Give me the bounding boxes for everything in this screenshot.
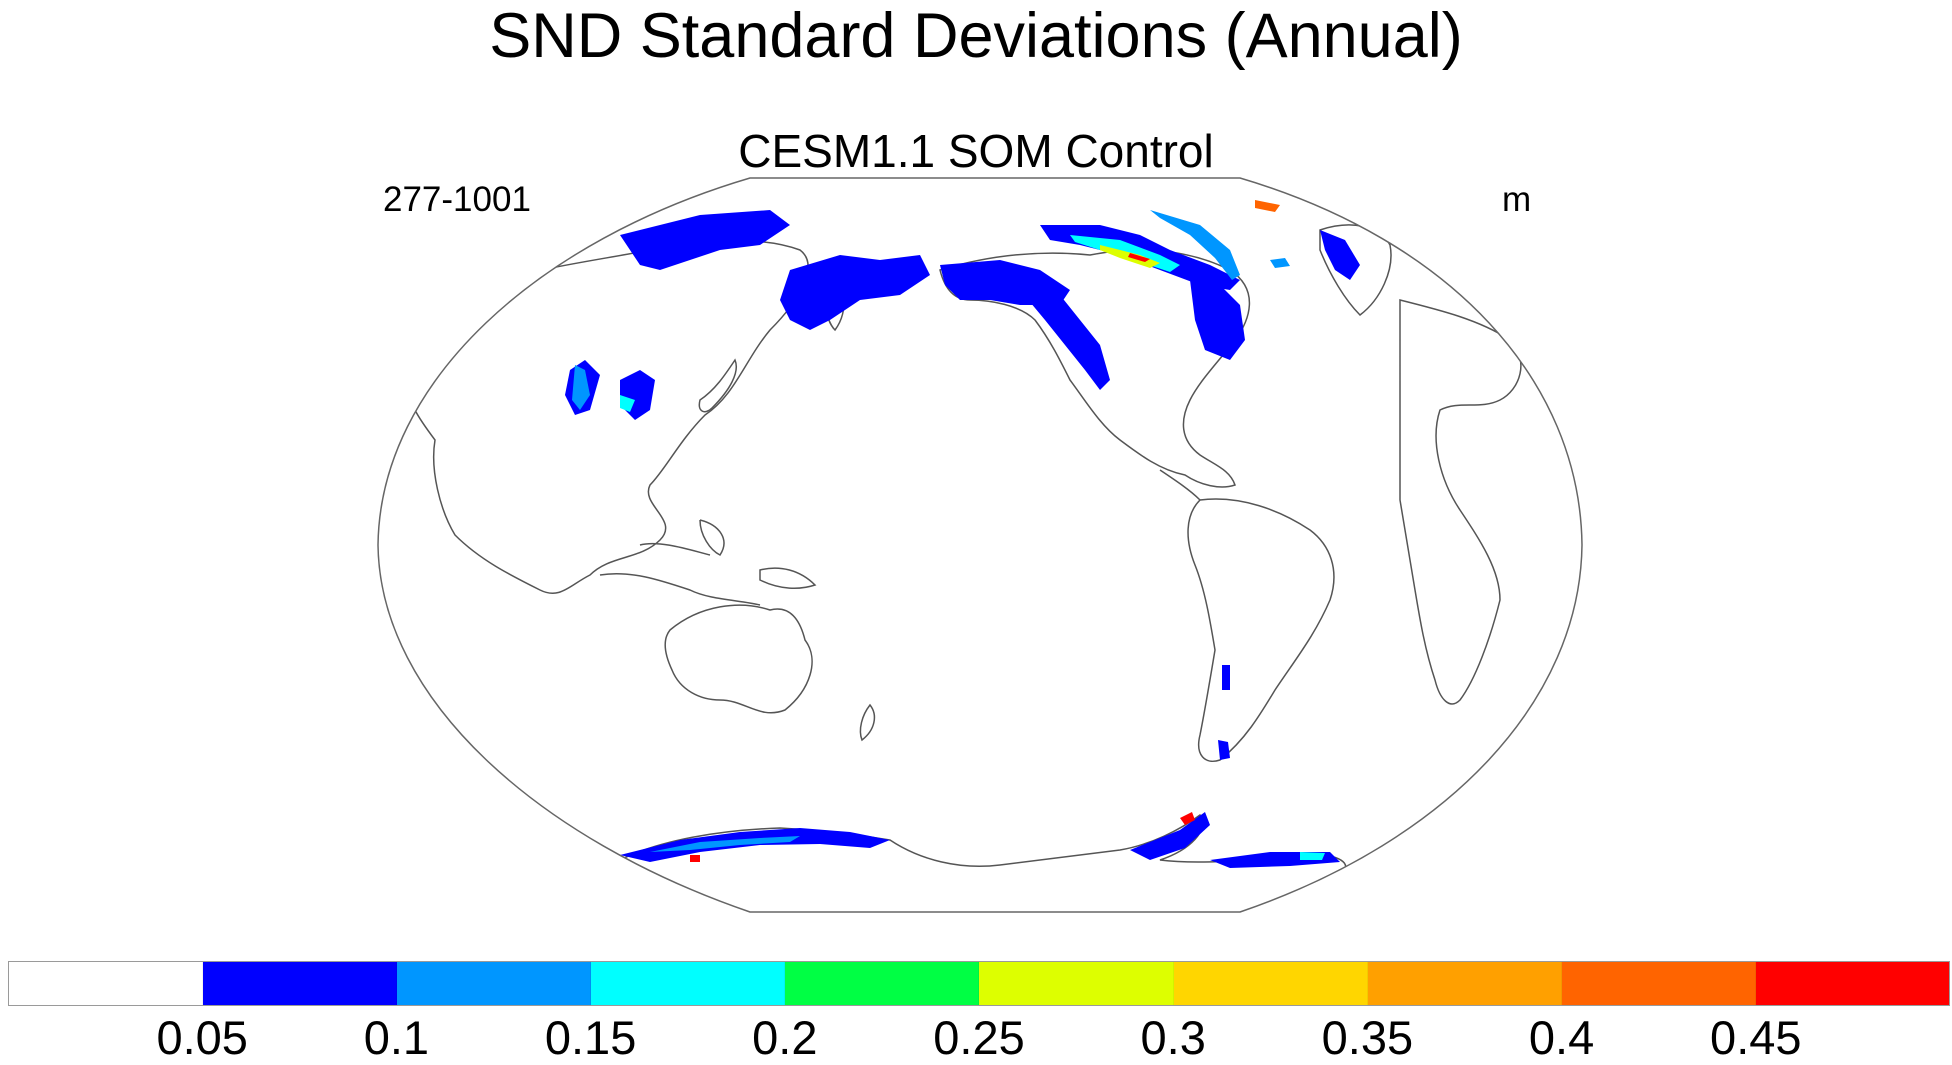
colorbar-swatch [591, 962, 786, 1005]
colorbar [8, 961, 1950, 1006]
snow-patch [1222, 665, 1230, 690]
colorbar-swatch [9, 962, 204, 1005]
snow-patch [1300, 852, 1325, 860]
colorbar-swatch [1367, 962, 1562, 1005]
snow-patch [780, 255, 930, 330]
colorbar-swatch [397, 962, 592, 1005]
europe-africa-coastline [1399, 299, 1522, 705]
colorbar-tick-label: 0.45 [1710, 1011, 1802, 1064]
south-america-coastline [1187, 498, 1335, 762]
snow-patch [620, 395, 635, 412]
indonesia-coastline [599, 519, 761, 606]
new-zealand-coastline [859, 703, 876, 742]
snow-patch [1020, 290, 1110, 390]
colorbar-swatch [1173, 962, 1368, 1005]
snow-depth-field [565, 200, 1360, 868]
plot-title: SND Standard Deviations (Annual) [489, 1, 1463, 71]
colorbar-swatch [203, 962, 398, 1005]
colorbar-swatch [1755, 962, 1949, 1005]
coastlines [408, 224, 1522, 871]
colorbar-tick-label: 0.05 [156, 1011, 248, 1064]
time-range-label: 277-1001 [383, 180, 531, 219]
central-america-coastline [1159, 469, 1201, 501]
new-guinea-coastline [759, 567, 817, 590]
colorbar-tick-label: 0.4 [1528, 1011, 1595, 1064]
snow-patch [650, 836, 800, 852]
map-frame [377, 177, 1583, 913]
snow-patch [1218, 740, 1230, 760]
snow-patch [690, 855, 700, 862]
snow-patch [1130, 812, 1210, 860]
japan-coastline [698, 358, 737, 413]
colorbar-swatch [785, 962, 980, 1005]
plot-subtitle: CESM1.1 SOM Control [738, 125, 1214, 177]
snow-patch [572, 365, 590, 410]
colorbar-labels: 0.05 0.1 0.15 0.2 0.25 0.3 0.35 0.4 0.45 [0, 1010, 1952, 1065]
colorbar-tick-label: 0.15 [544, 1011, 637, 1064]
asia-coastline [408, 239, 809, 595]
colorbar-tick-label: 0.35 [1321, 1011, 1414, 1064]
snow-patch [1150, 210, 1240, 280]
snow-patch [1128, 253, 1150, 262]
snow-patch [1180, 812, 1195, 825]
colorbar-tick-label: 0.1 [363, 1011, 430, 1064]
snow-patch [620, 828, 890, 862]
snow-patch [1255, 200, 1280, 212]
colorbar-swatch [979, 962, 1174, 1005]
colorbar-tick-label: 0.25 [933, 1011, 1025, 1064]
colorbar-tick-label: 0.2 [752, 1011, 818, 1064]
snow-patch [620, 210, 790, 270]
colorbar-swatch [1561, 962, 1756, 1005]
colorbar-tick-label: 0.3 [1140, 1011, 1206, 1064]
snow-patch [1190, 280, 1245, 360]
snow-patch [1270, 258, 1290, 268]
units-label: m [1502, 180, 1532, 219]
snow-patch [1320, 230, 1360, 280]
australia-coastline [664, 604, 813, 714]
snow-patch [620, 370, 655, 420]
